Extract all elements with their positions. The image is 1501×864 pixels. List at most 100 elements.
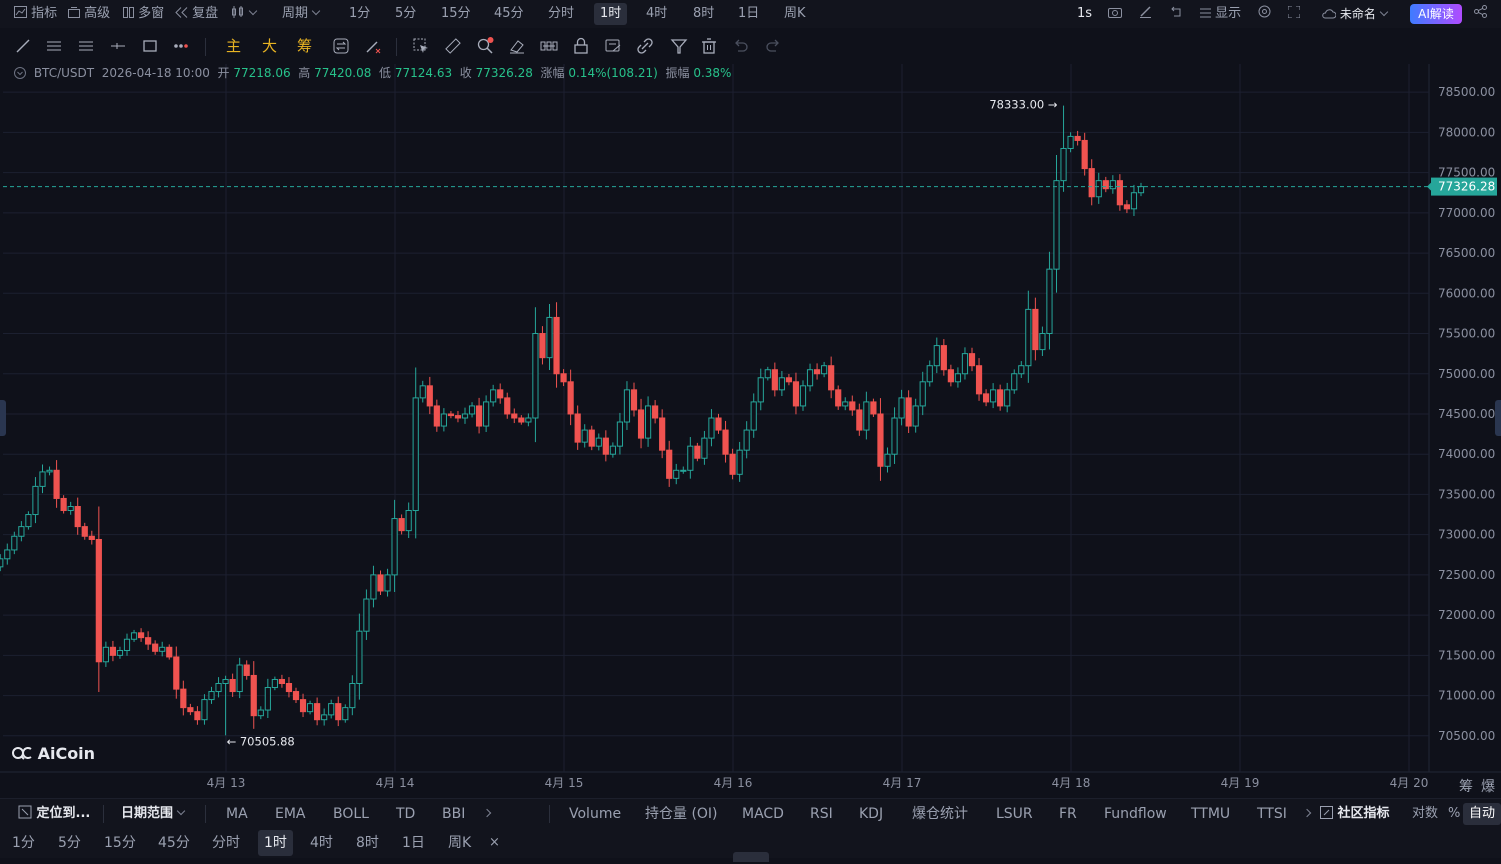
sub-more-button[interactable] xyxy=(1302,799,1312,829)
left-panel-toggle[interactable] xyxy=(0,400,6,436)
replay-menu[interactable]: 复盘 xyxy=(175,0,218,28)
large-order-tool[interactable]: 大 xyxy=(262,37,278,55)
tf-top-week[interactable]: 周K xyxy=(784,6,806,21)
advanced-menu[interactable]: 高级 xyxy=(68,0,110,28)
undo-arrow-icon[interactable] xyxy=(732,37,750,55)
magic-icon[interactable] xyxy=(364,37,382,55)
log-scale-toggle[interactable]: 对数 xyxy=(1412,806,1439,821)
lock-icon[interactable] xyxy=(572,37,590,55)
tf-15m[interactable]: 15分 xyxy=(104,835,136,851)
replay-icon xyxy=(175,7,188,18)
td-indicator[interactable]: TD xyxy=(396,806,416,822)
main-more-button[interactable] xyxy=(482,799,492,829)
boll-indicator[interactable]: BOLL xyxy=(333,806,369,822)
candle xyxy=(1067,132,1074,153)
more-tools-icon[interactable] xyxy=(173,37,191,55)
close-timeframe-bar[interactable]: × xyxy=(489,835,500,850)
settings-button[interactable] xyxy=(1258,0,1271,28)
trend-line-icon[interactable] xyxy=(14,37,32,55)
ttmu-indicator[interactable]: TTMU xyxy=(1191,806,1231,822)
lsur-indicator[interactable]: LSUR xyxy=(996,806,1033,822)
tf-top-45m[interactable]: 45分 xyxy=(494,6,524,21)
parallel-lines-icon[interactable] xyxy=(45,37,63,55)
draw-button[interactable] xyxy=(1139,0,1152,28)
candlestick-chart[interactable]: 78500.00 78000.00 77500.00 77000.00 76500.00… xyxy=(0,64,1501,808)
layout-menu[interactable]: 未命名 xyxy=(1322,0,1389,28)
ruler-icon[interactable] xyxy=(444,37,462,55)
multi-window-menu[interactable]: 多窗 xyxy=(123,0,164,28)
locate-button[interactable]: 定位到... xyxy=(18,799,90,829)
candle xyxy=(363,589,370,640)
zoom-icon[interactable] xyxy=(476,37,494,55)
date-range-button[interactable]: 日期范围 xyxy=(121,799,186,829)
candle xyxy=(546,303,553,371)
link-icon[interactable] xyxy=(636,37,654,55)
tf-top-4h[interactable]: 4时 xyxy=(646,6,668,21)
tf-top-1d[interactable]: 1日 xyxy=(738,6,760,21)
ema-indicator[interactable]: EMA xyxy=(275,806,306,822)
axis-liquidation-button[interactable]: 爆 xyxy=(1481,779,1495,795)
refresh-interval[interactable]: 1s xyxy=(1077,6,1093,21)
macd-indicator[interactable]: MACD xyxy=(742,806,784,822)
price-axis[interactable]: 78500.00 78000.00 77500.00 77000.00 76500.00… xyxy=(1438,85,1495,743)
undo-button[interactable] xyxy=(1170,0,1182,28)
percent-scale-toggle[interactable]: % xyxy=(1448,806,1461,821)
indicator-menu[interactable]: 指标 xyxy=(14,0,57,28)
candle xyxy=(370,565,377,608)
filter-icon[interactable] xyxy=(670,37,688,55)
tf-top-timeshare[interactable]: 分时 xyxy=(548,6,575,21)
rsi-indicator[interactable]: RSI xyxy=(810,806,833,822)
trash-icon[interactable] xyxy=(700,37,718,55)
tf-top-1m[interactable]: 1分 xyxy=(349,6,371,21)
tf-1d[interactable]: 1日 xyxy=(402,835,425,851)
share-button[interactable] xyxy=(1474,0,1487,28)
right-panel-toggle[interactable] xyxy=(1495,400,1501,436)
horizontal-lines-icon[interactable] xyxy=(77,37,95,55)
tf-1m[interactable]: 1分 xyxy=(12,835,35,851)
candle xyxy=(25,511,32,530)
redo-arrow-icon[interactable] xyxy=(764,37,782,55)
horizontal-ray-icon[interactable] xyxy=(109,37,127,55)
ttsi-indicator[interactable]: TTSI xyxy=(1257,806,1287,822)
panel-resize-handle[interactable] xyxy=(733,852,769,862)
ai-interpret-button[interactable]: AI解读 xyxy=(1410,4,1462,24)
time-axis[interactable]: 4月 13 4月 14 4月 15 4月 16 4月 17 4月 18 4月 19 4月 20 xyxy=(207,776,1429,790)
tf-8h[interactable]: 8时 xyxy=(356,835,379,851)
candlestick-type-icon xyxy=(232,6,243,18)
swap-icon[interactable] xyxy=(332,37,350,55)
tf-top-5m[interactable]: 5分 xyxy=(395,6,417,21)
fundflow-indicator[interactable]: Fundflow xyxy=(1104,806,1167,822)
auto-scale-toggle[interactable]: 自动 xyxy=(1463,803,1501,825)
collapse-chevron-icon[interactable] xyxy=(14,67,26,79)
tf-week[interactable]: 周K xyxy=(448,835,472,851)
magnet-icon[interactable] xyxy=(540,37,558,55)
fullscreen-button[interactable] xyxy=(1287,0,1301,28)
community-indicators-button[interactable]: 社区指标 xyxy=(1320,799,1390,829)
period-menu[interactable]: 周期 xyxy=(282,0,321,28)
tf-5m[interactable]: 5分 xyxy=(58,835,81,851)
axis-chip-button[interactable]: 筹 xyxy=(1459,779,1473,795)
kdj-indicator[interactable]: KDJ xyxy=(859,806,884,822)
tf-4h[interactable]: 4时 xyxy=(310,835,333,851)
bbi-indicator[interactable]: BBI xyxy=(442,806,466,822)
screenshot-button[interactable] xyxy=(1108,0,1122,28)
tf-timeshare[interactable]: 分时 xyxy=(212,835,240,851)
eraser-icon[interactable] xyxy=(508,37,526,55)
display-menu[interactable]: 显示 xyxy=(1200,0,1241,28)
rectangle-icon[interactable] xyxy=(141,37,159,55)
volume-indicator[interactable]: Volume xyxy=(569,806,622,822)
liquidation-indicator[interactable]: 爆仓统计 xyxy=(912,806,968,822)
tf-1h[interactable]: 1时 xyxy=(258,830,293,856)
oi-indicator[interactable]: 持仓量 (OI) xyxy=(645,806,718,822)
select-icon[interactable] xyxy=(412,37,430,55)
tf-top-8h[interactable]: 8时 xyxy=(693,6,715,21)
tf-top-1h[interactable]: 1时 xyxy=(594,3,628,25)
hide-drawings-icon[interactable] xyxy=(604,37,622,55)
chart-type-menu[interactable] xyxy=(231,0,258,28)
tf-top-15m[interactable]: 15分 xyxy=(441,6,471,21)
main-chip-tool[interactable]: 主 xyxy=(226,37,242,55)
fr-indicator[interactable]: FR xyxy=(1059,806,1077,822)
chip-distribution-tool[interactable]: 筹 xyxy=(297,37,313,55)
tf-45m[interactable]: 45分 xyxy=(158,835,190,851)
ma-indicator[interactable]: MA xyxy=(226,806,248,822)
